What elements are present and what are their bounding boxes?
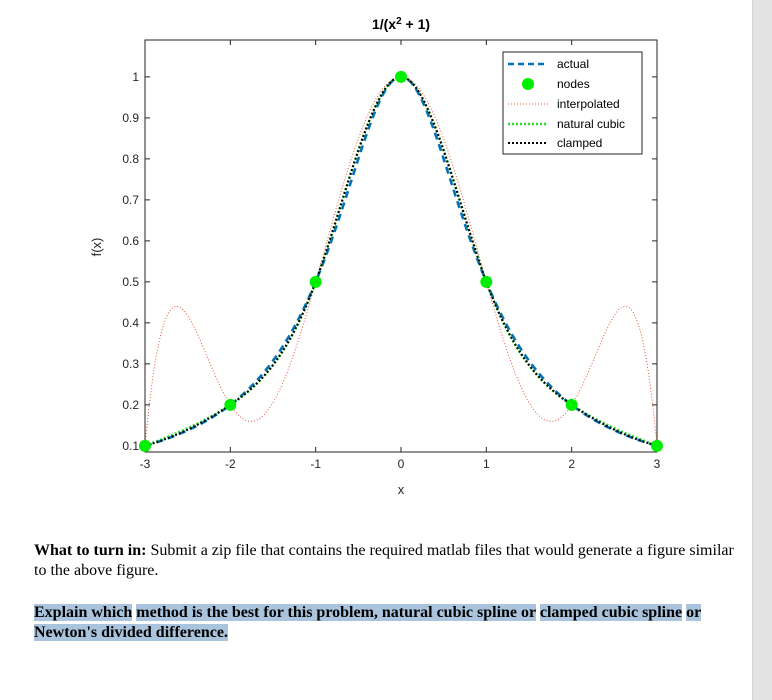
turn-in-body: Submit a zip file that contains the requ… [34, 542, 734, 579]
node-point [651, 439, 663, 452]
turn-in-label: What to turn in: [34, 542, 147, 559]
legend: actual nodes interpolated natural cubic … [502, 51, 643, 155]
y-tick-label: 0.3 [122, 357, 139, 371]
legend-box [502, 51, 643, 155]
x-tick-label: -3 [140, 457, 151, 471]
y-tick-label: 0.2 [122, 398, 139, 412]
explain-paragraph[interactable]: Explain which method is the best for thi… [34, 603, 734, 643]
x-tick-label: -1 [310, 457, 321, 471]
legend-label-nodes: nodes [557, 77, 590, 91]
turn-in-paragraph: What to turn in: Submit a zip file that … [34, 541, 734, 581]
node-point [565, 398, 578, 411]
axis-ticks: -3 -2 -1 0 1 2 3 0.1 0.2 0.3 0.4 0.5 0.6 0.7 0.8 0.9 1 [122, 40, 661, 471]
node-point [395, 70, 407, 83]
legend-label-natural-cubic: natural cubic [557, 117, 625, 131]
document-page: 1/(x2 + 1) x f(x) -3 -2 -1 0 1 2 3 0.1 0.2 0.3 0.4… [34, 16, 734, 643]
highlighted-text[interactable]: clamped cubic spline [539, 604, 683, 621]
y-tick-label: 0.7 [122, 193, 139, 207]
y-tick-label: 0.1 [122, 439, 139, 453]
highlighted-text[interactable]: Explain which [34, 604, 133, 621]
vertical-scrollbar[interactable] [752, 0, 772, 700]
y-tick-label: 0.4 [122, 316, 139, 330]
node-point [139, 439, 151, 452]
y-tick-label: 0.9 [122, 111, 139, 125]
matlab-figure: 1/(x2 + 1) x f(x) -3 -2 -1 0 1 2 3 0.1 0.2 0.3 0.4… [89, 16, 663, 497]
legend-swatch-nodes [522, 78, 534, 90]
y-axis-label: f(x) [89, 238, 104, 257]
x-tick-label: 2 [568, 457, 575, 471]
y-tick-label: 0.8 [122, 152, 139, 166]
highlighted-text[interactable]: method is the best for this problem, nat… [136, 604, 536, 621]
legend-label-clamped: clamped [557, 136, 602, 150]
x-tick-label: -2 [225, 457, 236, 471]
chart-title: 1/(x2 + 1) [372, 16, 430, 32]
y-tick-label: 0.6 [122, 234, 139, 248]
legend-label-actual: actual [557, 57, 589, 71]
y-tick-label: 0.5 [122, 275, 139, 289]
x-tick-label: 0 [398, 457, 405, 471]
plot-nodes [139, 70, 663, 452]
x-axis-label: x [398, 482, 405, 497]
node-point [309, 275, 322, 288]
node-point [480, 275, 493, 288]
y-tick-label: 1 [132, 70, 139, 84]
x-tick-label: 3 [654, 457, 661, 471]
node-point [224, 398, 237, 411]
x-tick-label: 1 [483, 457, 490, 471]
legend-label-interpolated: interpolated [557, 97, 620, 111]
